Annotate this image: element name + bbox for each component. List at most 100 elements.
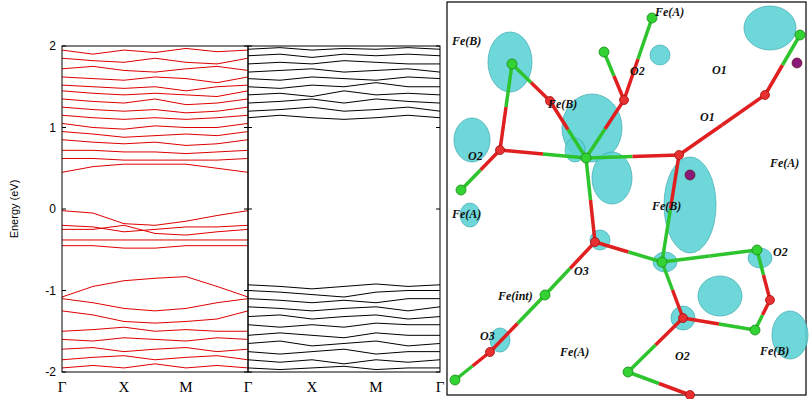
bond xyxy=(543,154,586,158)
band xyxy=(62,277,248,297)
y-tick xyxy=(62,127,66,128)
y-tick xyxy=(244,209,248,210)
bond xyxy=(722,95,765,125)
y-tick-label: 1 xyxy=(49,121,56,135)
atom-label: Fe(B) xyxy=(651,199,681,213)
band xyxy=(248,307,440,311)
atom xyxy=(486,348,495,357)
atom xyxy=(686,391,695,399)
bands xyxy=(62,48,248,367)
isosurface xyxy=(698,276,742,316)
band xyxy=(248,291,440,298)
bands xyxy=(248,48,440,370)
y-tick xyxy=(248,372,252,373)
band xyxy=(248,323,440,327)
y-tick xyxy=(62,290,66,291)
atom-label: O2 xyxy=(773,245,788,259)
atom-label: O3 xyxy=(480,329,495,343)
y-tick xyxy=(248,209,252,210)
bond xyxy=(500,150,543,154)
y-tick xyxy=(248,46,252,47)
y-tick-label: -2 xyxy=(45,365,56,379)
band xyxy=(248,48,440,50)
x-tick-label: X xyxy=(307,379,318,395)
frame xyxy=(248,46,440,372)
bond xyxy=(656,318,684,345)
band xyxy=(62,132,248,138)
y-tick xyxy=(62,46,66,47)
atom-label: O2 xyxy=(675,349,690,363)
band xyxy=(62,239,248,240)
band xyxy=(248,360,440,364)
y-tick xyxy=(436,209,440,210)
band xyxy=(62,48,248,54)
band xyxy=(248,54,440,57)
band xyxy=(62,327,248,331)
y-tick xyxy=(436,372,440,373)
x-tick-label: X xyxy=(119,379,130,395)
atom xyxy=(657,257,667,267)
bond xyxy=(545,269,570,296)
isosurface xyxy=(744,6,796,50)
diagram-frame xyxy=(447,2,806,395)
atom xyxy=(620,96,629,105)
x-tick-label: Γ xyxy=(58,379,67,395)
bond xyxy=(662,209,671,263)
bond xyxy=(586,157,633,159)
bond xyxy=(591,200,596,242)
x-tick-label: Γ xyxy=(244,379,253,395)
y-tick xyxy=(244,46,248,47)
atom-label: Fe(A) xyxy=(559,345,589,359)
y-tick xyxy=(244,127,248,128)
band xyxy=(248,366,440,369)
y-tick xyxy=(436,46,440,47)
y-tick-label: 2 xyxy=(49,39,56,53)
y-tick xyxy=(248,127,252,128)
bond xyxy=(628,345,656,372)
isosurface xyxy=(454,118,490,162)
bond xyxy=(710,250,758,256)
atom xyxy=(761,91,770,100)
atom-label: Fe(B) xyxy=(759,344,789,358)
band xyxy=(62,364,248,368)
band xyxy=(248,83,440,89)
band xyxy=(62,150,248,153)
bond xyxy=(659,384,690,396)
band xyxy=(248,61,440,64)
atom-label: Fe(A) xyxy=(769,156,799,170)
band xyxy=(62,66,248,72)
band xyxy=(248,315,440,319)
band xyxy=(62,91,248,97)
atom xyxy=(766,296,775,305)
bond xyxy=(638,18,652,59)
atom xyxy=(581,153,591,163)
band xyxy=(248,333,440,338)
atom xyxy=(752,245,762,255)
band xyxy=(62,356,248,360)
band xyxy=(248,91,440,97)
atom xyxy=(591,238,600,247)
vacancy-marker xyxy=(685,170,695,180)
bond xyxy=(605,100,624,129)
band xyxy=(248,77,440,80)
y-tick xyxy=(244,290,248,291)
bond xyxy=(683,318,719,324)
band xyxy=(62,115,248,119)
band xyxy=(62,164,248,172)
vacancy-marker xyxy=(792,58,802,68)
band xyxy=(62,123,248,129)
atom xyxy=(456,185,466,195)
band xyxy=(248,284,440,289)
band xyxy=(62,85,248,91)
band xyxy=(248,299,440,303)
band xyxy=(248,341,440,346)
y-tick xyxy=(62,372,66,373)
band xyxy=(62,311,248,323)
atom xyxy=(496,146,505,155)
atom-label: O1 xyxy=(700,110,715,124)
frame xyxy=(62,46,248,372)
band xyxy=(62,338,248,341)
atom-label: O2 xyxy=(630,64,645,78)
bond xyxy=(662,256,710,262)
figure: -2-1012ΓXMΓEnergy (eV)XMΓFe(B)Fe(A)O2O1F… xyxy=(0,0,809,399)
